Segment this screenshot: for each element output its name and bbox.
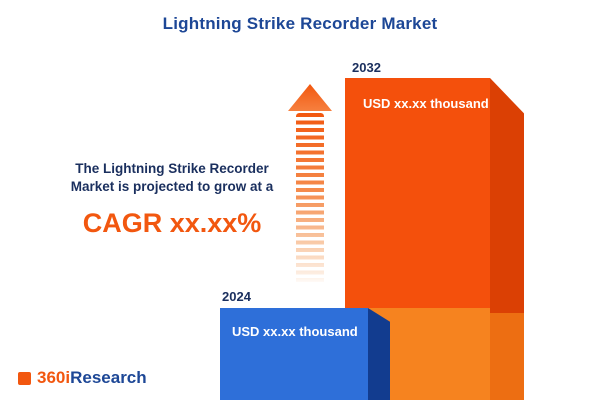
logo-mark-icon bbox=[18, 371, 31, 385]
bar-2024 bbox=[220, 308, 368, 400]
brand-logo: 360iResearch bbox=[18, 368, 147, 388]
bar-2024-side-face bbox=[368, 308, 390, 400]
logo-text-suffix: Research bbox=[70, 368, 147, 387]
growth-description: The Lightning Strike Recorder Market is … bbox=[18, 160, 326, 242]
description-line-1: The Lightning Strike Recorder bbox=[75, 161, 269, 176]
bar-2032-side-face bbox=[490, 78, 524, 400]
growth-arrow-head-icon bbox=[288, 84, 332, 111]
bar-value-label-2024: USD xx.xx thousand bbox=[232, 324, 358, 339]
bar-value-label-2032: USD xx.xx thousand bbox=[363, 96, 489, 111]
logo-text: 360iResearch bbox=[37, 368, 147, 388]
cagr-value: CAGR xx.xx% bbox=[82, 208, 262, 239]
bar-year-label-2032: 2032 bbox=[352, 60, 381, 75]
logo-text-prefix: 360i bbox=[37, 368, 71, 387]
chart-title: Lightning Strike Recorder Market bbox=[162, 14, 438, 33]
bar-year-label-2024: 2024 bbox=[222, 289, 251, 304]
growth-arrow-dashed-shaft-icon bbox=[296, 113, 324, 285]
description-line-2: Market is projected to grow at a bbox=[70, 179, 274, 195]
